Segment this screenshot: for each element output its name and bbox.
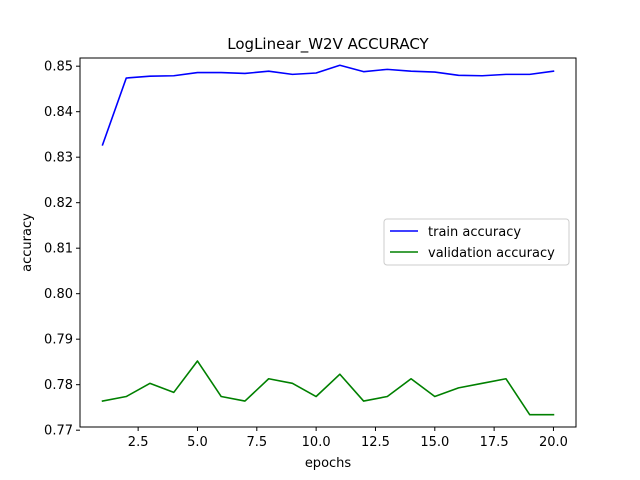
y-axis-title: accuracy	[20, 213, 35, 272]
y-tick-label: 0.80	[44, 287, 73, 302]
y-tick-label: 0.82	[44, 196, 73, 211]
plot-frame	[79, 57, 577, 428]
x-tick-label: 10.0	[302, 435, 331, 450]
legend-label-train: train accuracy	[428, 225, 521, 240]
y-tick-label: 0.84	[44, 105, 73, 120]
y-tick-label: 0.78	[44, 378, 73, 393]
chart-title: LogLinear_W2V ACCURACY	[227, 35, 429, 54]
x-tick-label: 12.5	[361, 435, 390, 450]
y-tick-label: 0.79	[44, 333, 73, 348]
series-layer	[101, 64, 555, 416]
legend-label-validation: validation accuracy	[428, 246, 555, 261]
x-tick-label: 7.5	[246, 435, 267, 450]
y-tick-label: 0.85	[44, 60, 73, 75]
legend: train accuracy validation accuracy	[383, 218, 570, 266]
x-tick-label: 20.0	[539, 435, 568, 450]
series-line-train	[101, 64, 555, 146]
y-tick-label: 0.83	[44, 151, 73, 166]
series-line-validation	[101, 360, 555, 416]
x-tick-label: 2.5	[128, 435, 149, 450]
y-tick-label: 0.77	[44, 424, 73, 439]
y-tick-label: 0.81	[44, 242, 73, 257]
x-tick-label: 5.0	[187, 435, 208, 450]
x-tick-label: 17.5	[480, 435, 509, 450]
ticks-layer: 2.5 5.0 7.5 10.0 12.5 15.0 17.5 20.0 0.77 0.78 0.7…	[44, 60, 568, 450]
x-tick-label: 15.0	[420, 435, 449, 450]
x-axis-title: epochs	[305, 456, 352, 471]
legend-box	[383, 218, 570, 266]
